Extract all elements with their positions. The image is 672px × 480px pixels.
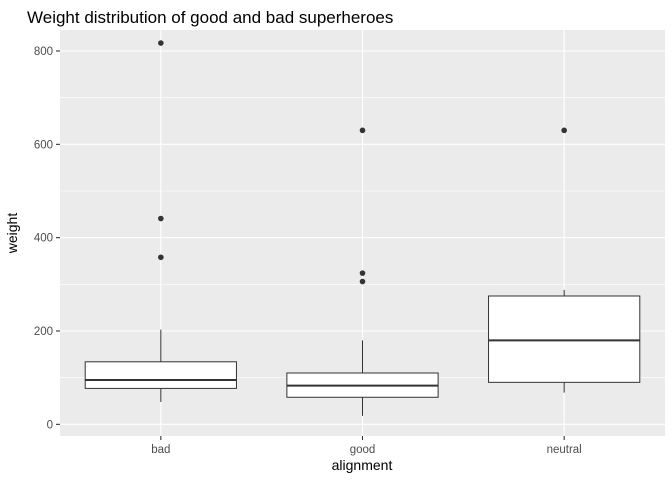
- x-tick-label: neutral: [547, 444, 582, 456]
- outlier-point: [158, 40, 164, 46]
- y-axis-title: weight: [4, 213, 20, 255]
- outlier-point: [561, 127, 567, 134]
- boxes-layer: [84, 40, 641, 416]
- y-tick-label: 200: [34, 326, 53, 338]
- iqr-box: [488, 295, 641, 383]
- iqr-box: [84, 361, 237, 389]
- outlier-point: [158, 254, 164, 261]
- box-good: [286, 127, 439, 416]
- outlier-point: [359, 127, 366, 134]
- outlier-point: [158, 215, 164, 222]
- x-axis: bad good neutral: [151, 436, 582, 456]
- outlier-point: [359, 278, 366, 285]
- x-tick-label: bad: [151, 444, 170, 456]
- y-axis: 0 200 400 600 800: [34, 46, 60, 431]
- y-tick-label: 400: [34, 233, 53, 245]
- x-tick-label: good: [350, 444, 376, 456]
- y-tick-label: 0: [47, 419, 53, 431]
- y-tick-label: 800: [34, 46, 53, 58]
- y-tick-label: 600: [34, 139, 53, 151]
- outlier-point: [359, 270, 366, 276]
- x-axis-title: alignment: [332, 457, 393, 473]
- box-bad: [84, 40, 237, 402]
- chart-title: Weight distribution of good and bad supe…: [27, 8, 393, 27]
- box-neutral: [488, 127, 641, 393]
